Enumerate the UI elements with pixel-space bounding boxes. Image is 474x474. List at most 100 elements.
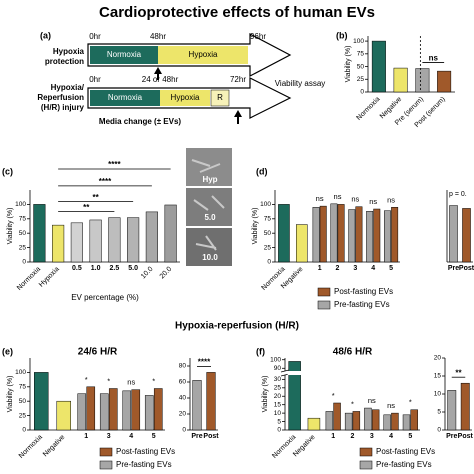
bracket-label: **** xyxy=(108,160,121,169)
bar xyxy=(437,70,452,93)
phase xyxy=(90,90,160,106)
legend-label: Post-fasting EVs xyxy=(334,287,393,296)
x-tick-label: Post xyxy=(459,265,474,272)
y-axis-label: Viability (%) xyxy=(7,208,14,245)
legend-swatch xyxy=(359,460,373,470)
bar xyxy=(447,390,457,431)
bracket-label: ns xyxy=(429,54,439,63)
note: Media change (± EVs) xyxy=(99,117,182,126)
x-tick-label: 1 xyxy=(331,433,335,440)
x-tick-label: 5 xyxy=(389,265,393,272)
bar xyxy=(127,217,140,263)
bar xyxy=(108,217,121,263)
bar xyxy=(383,414,391,431)
y-tick-label: 15 xyxy=(274,401,282,408)
y-tick-label: 50 xyxy=(19,398,27,405)
bar xyxy=(288,361,301,431)
x-tick-label: Normoxia xyxy=(18,434,44,460)
micrograph-label: Hyp xyxy=(202,175,217,184)
bar xyxy=(122,390,132,431)
y-axis-label: Viability (%) xyxy=(345,46,352,83)
row-label: protection xyxy=(45,57,84,66)
legend-label: Pre-fasting EVs xyxy=(334,300,390,309)
y-tick-label: 25 xyxy=(357,76,365,83)
micrograph-label: 10.0 xyxy=(202,253,218,262)
figure-title: Cardioprotective effects of human EVs xyxy=(99,4,375,21)
panel-label: (c) xyxy=(2,166,13,176)
bar xyxy=(70,222,83,263)
y-tick-label: 40 xyxy=(179,395,187,402)
micrograph-label: 5.0 xyxy=(204,213,216,222)
x-tick-label: Pre xyxy=(446,433,457,440)
time-label: 48hr xyxy=(150,32,166,41)
x-tick-label: 1 xyxy=(84,433,88,440)
y-tick-label: 50 xyxy=(357,63,365,70)
y-axis-label: Viability (%) xyxy=(252,208,259,245)
axis-break xyxy=(280,369,290,373)
significance: * xyxy=(409,398,412,407)
cells xyxy=(191,159,225,251)
panel-label: (e) xyxy=(2,346,13,356)
bar xyxy=(131,389,141,431)
phase-label: Hypoxia xyxy=(189,50,218,59)
significance: ns xyxy=(351,195,359,204)
y-tick-label: 0 xyxy=(360,89,364,96)
significance: ns xyxy=(316,194,324,203)
time-label: 24 or 48hr xyxy=(142,75,179,84)
bar xyxy=(393,67,408,93)
section-title: Hypoxia-reperfusion (H/R) xyxy=(175,321,299,332)
x-tick-label: Normoxia xyxy=(355,96,381,122)
bar xyxy=(364,407,372,431)
bracket-label: ** xyxy=(93,193,100,202)
x-tick-label: 5 xyxy=(408,433,412,440)
legend-swatch xyxy=(99,460,113,470)
bar xyxy=(206,372,216,431)
y-tick-label: 50 xyxy=(264,230,272,237)
phase-label: Hypoxia xyxy=(171,93,200,102)
y-tick-label: 75 xyxy=(264,216,272,223)
legend-label: Pre-fasting EVs xyxy=(116,460,172,469)
x-tick-label: 3 xyxy=(107,433,111,440)
x-tick-label: 4 xyxy=(371,265,375,272)
x-tick-label: Post xyxy=(458,433,474,440)
bar-break xyxy=(287,371,302,375)
y-tick-label: 0 xyxy=(437,427,441,434)
phase xyxy=(90,46,158,64)
x-tick-label: 20.0 xyxy=(159,266,174,281)
y-axis-label: Viability (%) xyxy=(7,376,14,413)
y-tick-label: 5 xyxy=(277,418,281,425)
micrographs: Hyp 5.0 10.0 xyxy=(186,148,232,266)
row-label: (H/R) injury xyxy=(41,103,85,112)
bar xyxy=(415,68,430,93)
bar xyxy=(153,388,163,431)
media-arrow xyxy=(154,67,162,80)
y-tick-label: 0 xyxy=(267,259,271,266)
media-arrow xyxy=(234,110,242,124)
bar xyxy=(296,224,308,263)
y-tick-label: 20 xyxy=(179,411,187,418)
phase xyxy=(158,46,248,64)
bar xyxy=(319,205,327,263)
x-tick-label: 4 xyxy=(389,433,393,440)
y-tick-label: 15 xyxy=(434,373,442,380)
bar xyxy=(312,207,320,263)
x-tick-label: 1.0 xyxy=(91,265,101,272)
panel-label: (a) xyxy=(40,30,51,40)
y-tick-label: 100 xyxy=(270,356,281,363)
phase-label: R xyxy=(217,93,223,102)
significance: * xyxy=(107,377,110,386)
y-tick-label: 25 xyxy=(264,244,272,251)
bar xyxy=(89,219,102,263)
phase-label: Normoxia xyxy=(107,50,142,59)
bar xyxy=(307,417,321,431)
bracket-label: ** xyxy=(83,203,90,212)
significance: * xyxy=(332,391,335,400)
legend-swatch xyxy=(317,287,331,297)
legend-swatch xyxy=(317,300,331,310)
x-tick-label: Normoxia xyxy=(16,266,42,292)
x-tick-label: Negative xyxy=(42,434,67,459)
annotation: p = 0. xyxy=(449,191,467,198)
bar xyxy=(371,409,380,431)
x-axis-label: EV percentage (%) xyxy=(71,293,139,302)
